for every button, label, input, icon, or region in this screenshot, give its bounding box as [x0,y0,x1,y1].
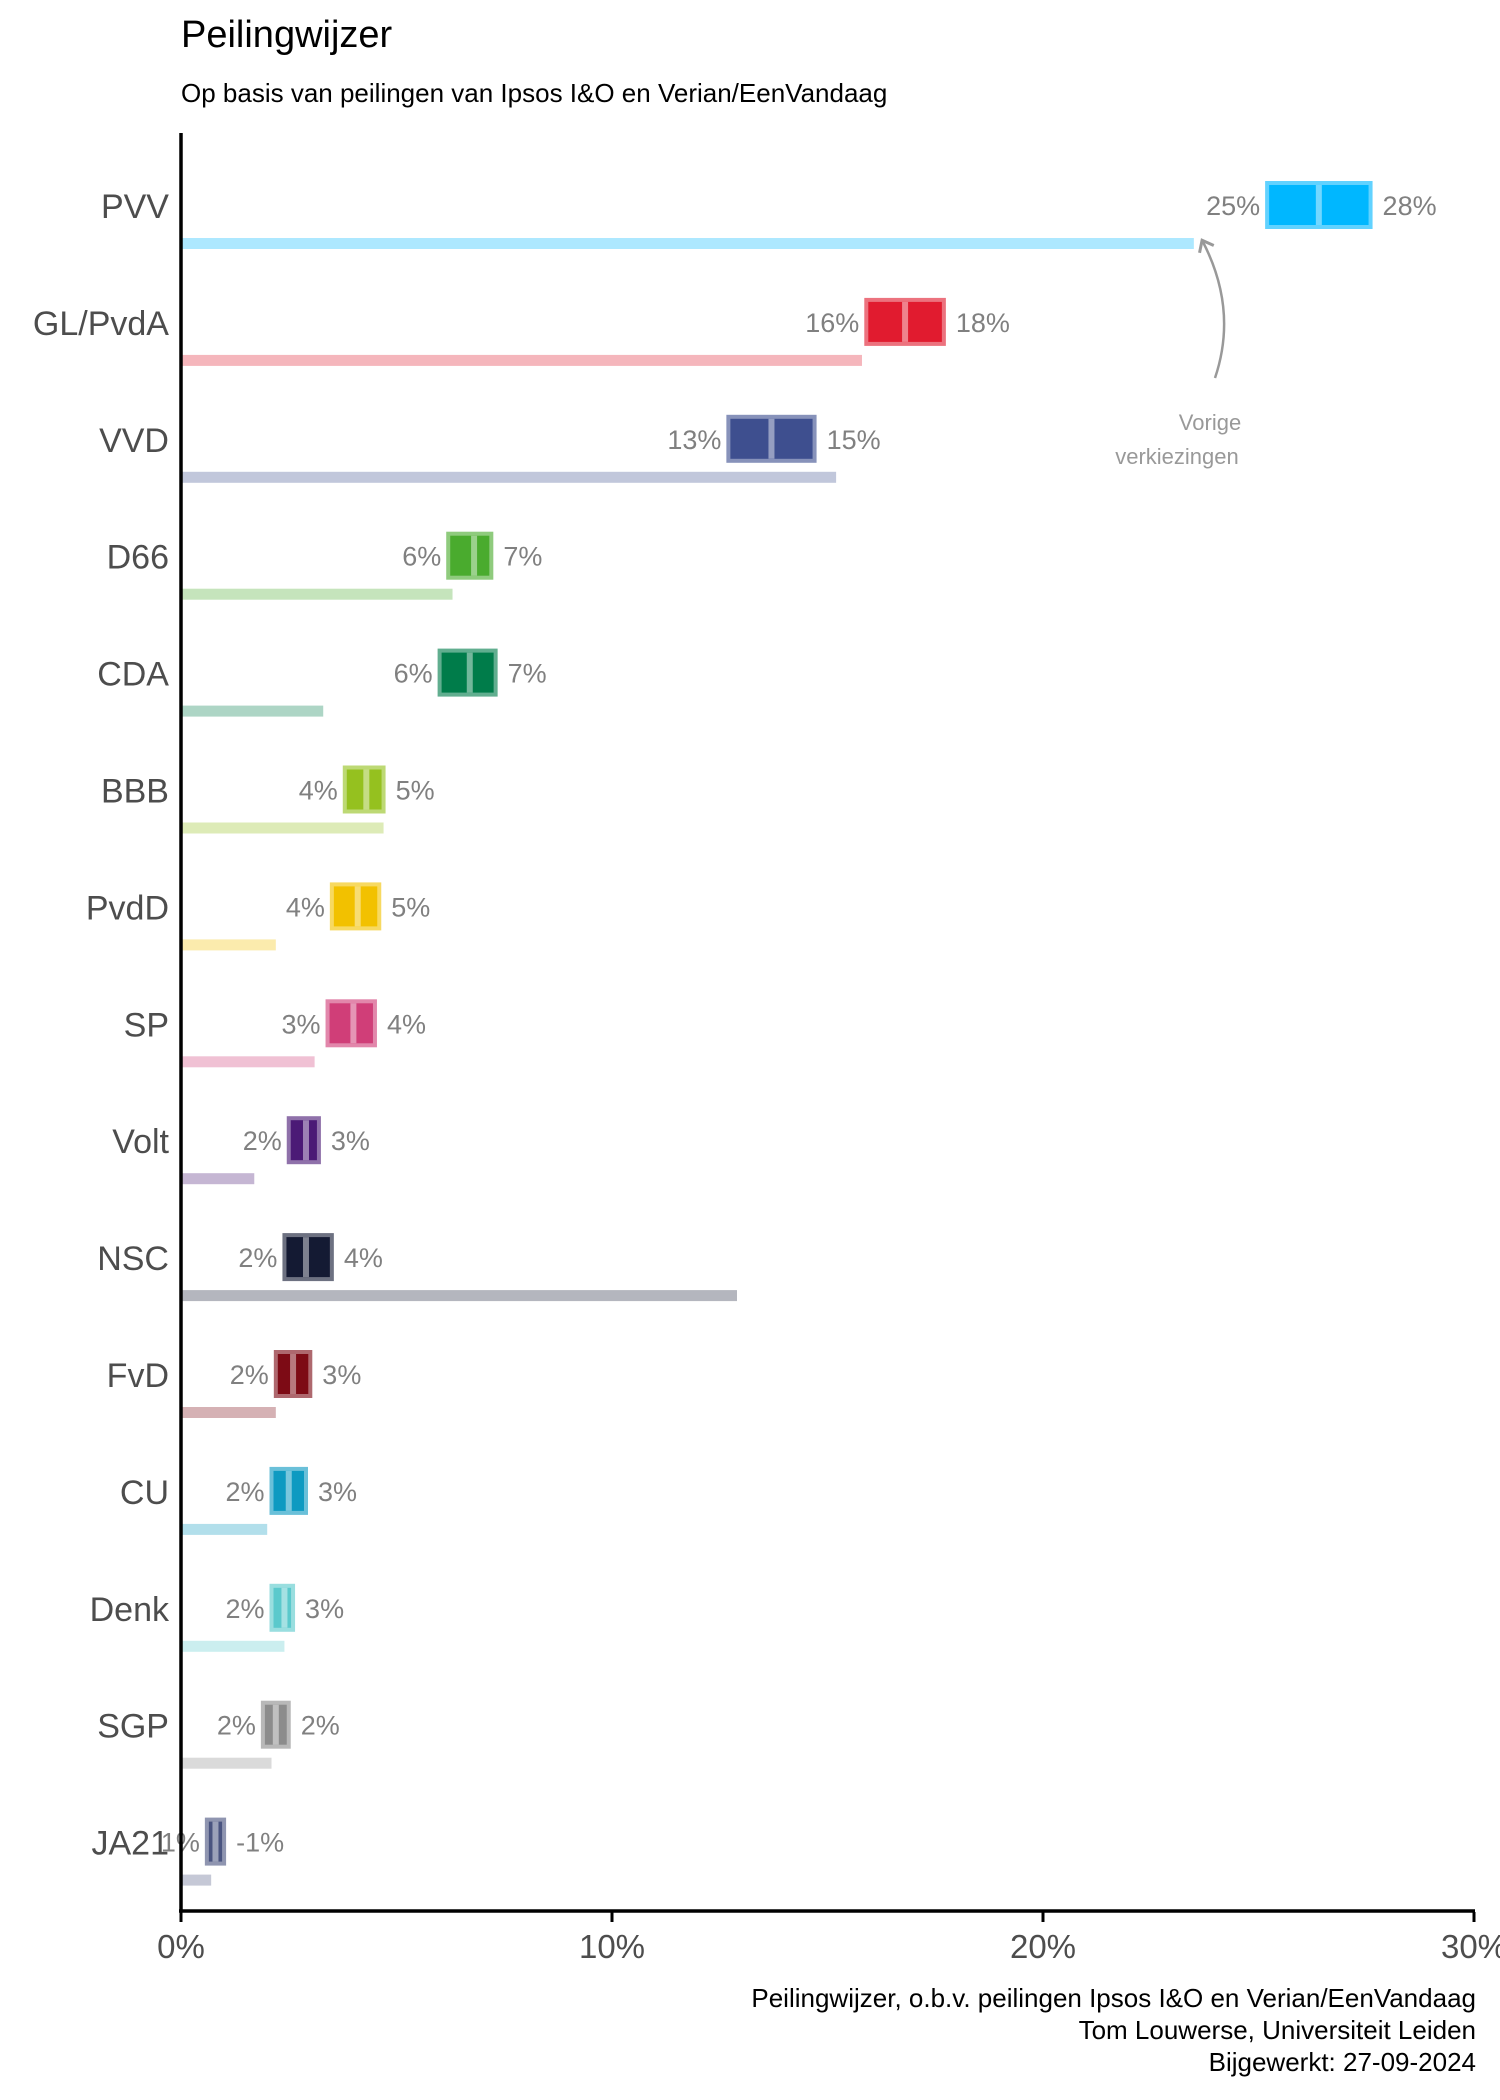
range-high-label: 3% [318,1477,357,1507]
range-low-label: 3% [282,1009,321,1039]
annotation-line-2: verkiezingen [1115,444,1239,469]
range-high-label: 3% [305,1594,344,1624]
range-high-label: 3% [322,1360,361,1390]
party-row: Volt 2% 3% [112,1116,370,1185]
range-high-label: 5% [391,892,430,922]
party-row: D66 6% 7% [107,531,542,600]
caption-line-author: Tom Louwerse, Universiteit Leiden [1078,2015,1476,2045]
party-label: SGP [97,1708,169,1746]
party-row: BBB 4% 5% [101,765,435,834]
range-high-label: 2% [301,1711,340,1741]
range-low-label: 2% [243,1126,282,1156]
previous-election-bar [181,1407,276,1418]
range-high-label: 7% [508,659,547,689]
previous-election-bar [181,1173,255,1185]
party-label: PvdD [86,889,169,927]
previous-election-bar [181,471,837,483]
party-label: BBB [101,773,169,811]
range-high-label: 28% [1383,191,1437,221]
range-high-label: 3% [331,1126,370,1156]
party-label: GL/PvdA [33,305,169,343]
party-label: PVV [101,188,169,226]
previous-election-bar [181,1056,315,1068]
previous-election-bar [181,238,1194,249]
range-low-label: 2% [230,1360,269,1390]
range-low-label: 2% [238,1243,277,1273]
range-low-label: 2% [225,1594,264,1624]
party-label: FvD [107,1357,169,1395]
party-row: FvD 2% 3% [107,1350,361,1418]
annotation-line-1: Vorige [1179,410,1241,435]
previous-election-bar [181,705,324,717]
party-row: SP 3% 4% [124,999,426,1068]
previous-election-bar [181,1874,212,1886]
range-low-label: 25% [1206,191,1260,221]
previous-election-bar [181,1290,737,1302]
range-high-label: 15% [827,425,881,455]
party-row: Denk 2% 3% [90,1583,344,1652]
chart-subtitle: Op basis van peilingen van Ipsos I&O en … [181,78,888,108]
previous-election-bar [181,354,862,366]
range-low-label: 6% [394,659,433,689]
party-row: JA211%-1% [92,1817,284,1886]
party-row: PVV 25% 28% [101,181,1437,249]
party-label: D66 [107,539,169,577]
party-label: SP [124,1006,169,1044]
party-row: PvdD 4% 5% [86,882,430,951]
caption-line-source: Peilingwijzer, o.b.v. peilingen Ipsos I&… [751,1983,1476,2013]
party-label: JA21 [92,1825,170,1863]
range-high-label: 4% [387,1009,426,1039]
range-low-label: 6% [402,542,441,572]
range-low-label: 2% [225,1477,264,1507]
poll-range-box [446,531,494,580]
x-tick-label: 0% [157,1928,205,1965]
range-high-label: 7% [503,542,542,572]
party-label: NSC [97,1240,169,1278]
range-low-label: 4% [299,776,338,806]
range-high-label: 4% [344,1243,383,1273]
annotation-arrow [1198,238,1226,379]
chart-caption: Peilingwijzer, o.b.v. peilingen Ipsos I&… [751,1982,1476,2078]
party-row: CU 2% 3% [120,1466,357,1535]
range-high-label: 18% [956,308,1010,338]
previous-election-bar [181,588,453,600]
previous-election-annotation: Vorige verkiezingen [1115,238,1241,469]
previous-election-bar [181,822,384,834]
chart-title: Peilingwijzer [181,14,393,56]
rows-layer: PVV 25% 28%GL/PvdA 16% 18%VVD 13% 15%D66 6% 7%CD… [33,181,1437,1886]
party-label: Volt [112,1123,169,1161]
range-low-label: 16% [805,308,859,338]
x-axis-ticks: 0% 10% 20% 30% [157,1912,1500,1965]
range-low-label: 13% [667,425,721,455]
range-high-label: -1% [236,1828,284,1858]
x-tick-label: 10% [579,1928,645,1965]
previous-election-bar [181,1523,268,1535]
party-label: Denk [90,1591,170,1629]
party-row: GL/PvdA 16% 18% [33,297,1010,366]
previous-election-bar [181,939,276,951]
range-low-label: 2% [217,1711,256,1741]
party-row: VVD 13% 15% [99,414,881,483]
party-label: CU [120,1474,169,1512]
poll-chart: PVV 25% 28%GL/PvdA 16% 18%VVD 13% 15%D66 6% 7%CD… [33,133,1500,1965]
range-low-label: 4% [286,892,325,922]
party-label: CDA [97,656,169,694]
x-tick-label: 30% [1441,1928,1500,1965]
x-tick-label: 20% [1010,1928,1076,1965]
party-label: VVD [99,422,169,460]
party-row: SGP 2% 2% [97,1700,340,1769]
party-row: NSC 2% 4% [97,1233,737,1302]
range-high-label: 5% [396,776,435,806]
caption-line-updated: Bijgewerkt: 27-09-2024 [1208,2047,1476,2077]
previous-election-bar [181,1640,285,1652]
party-row: CDA 6% 7% [97,648,547,717]
previous-election-bar [181,1757,272,1769]
